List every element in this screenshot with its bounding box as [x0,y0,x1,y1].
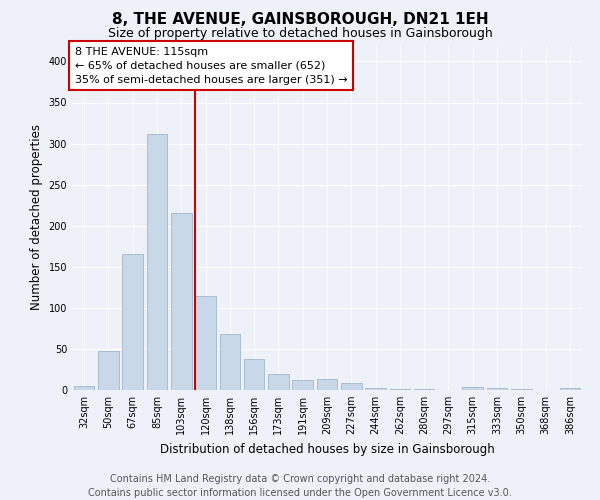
Text: 8, THE AVENUE, GAINSBOROUGH, DN21 1EH: 8, THE AVENUE, GAINSBOROUGH, DN21 1EH [112,12,488,28]
Bar [292,380,313,390]
Bar [487,388,508,390]
Bar [560,388,580,390]
Bar [268,374,289,390]
Bar [146,134,167,390]
Bar [244,359,265,390]
Text: Contains HM Land Registry data © Crown copyright and database right 2024.
Contai: Contains HM Land Registry data © Crown c… [88,474,512,498]
Bar [195,296,216,390]
Bar [463,386,483,390]
Bar [414,389,434,390]
Bar [389,389,410,390]
Bar [317,378,337,390]
Text: Size of property relative to detached houses in Gainsborough: Size of property relative to detached ho… [107,28,493,40]
Bar [220,334,240,390]
X-axis label: Distribution of detached houses by size in Gainsborough: Distribution of detached houses by size … [160,442,494,456]
Bar [171,214,191,390]
Bar [98,352,119,390]
Bar [365,388,386,390]
Bar [122,254,143,390]
Bar [341,384,362,390]
Text: 8 THE AVENUE: 115sqm
← 65% of detached houses are smaller (652)
35% of semi-deta: 8 THE AVENUE: 115sqm ← 65% of detached h… [74,46,347,84]
Bar [74,386,94,390]
Bar [511,389,532,390]
Y-axis label: Number of detached properties: Number of detached properties [30,124,43,310]
